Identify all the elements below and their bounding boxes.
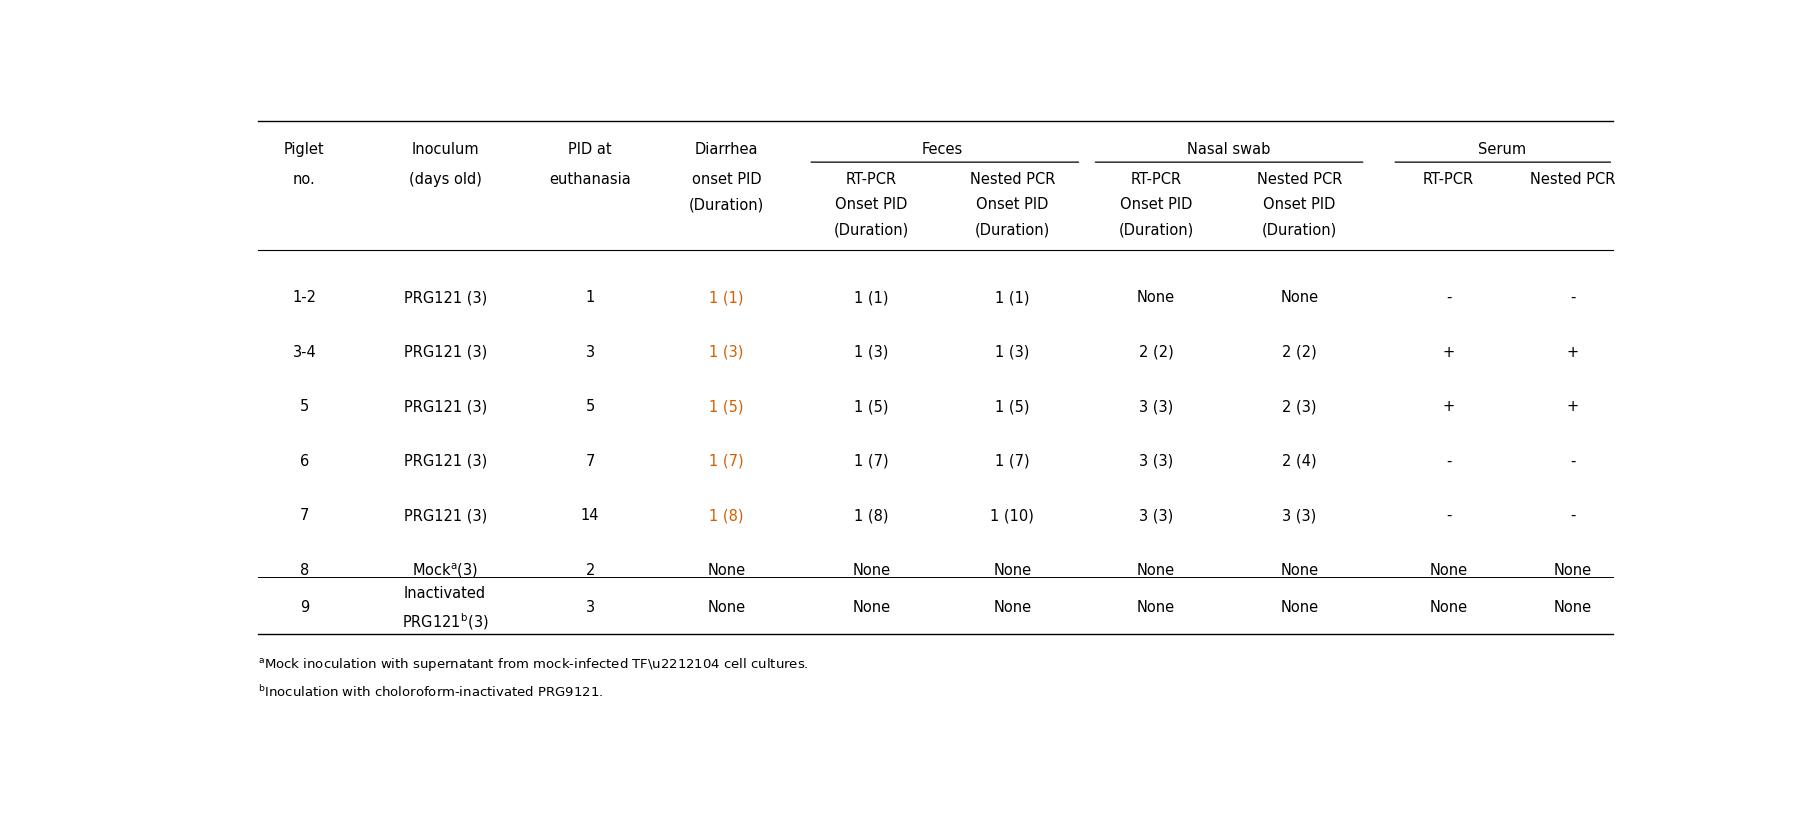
Text: PRG121$^{\mathrm{b}}$(3): PRG121$^{\mathrm{b}}$(3) (401, 611, 489, 632)
Text: -: - (1446, 291, 1451, 305)
Text: None: None (852, 564, 890, 579)
Text: 5: 5 (585, 399, 594, 414)
Text: None: None (1280, 291, 1318, 305)
Text: None: None (708, 564, 746, 579)
Text: Onset PID: Onset PID (1120, 197, 1191, 212)
Text: 1 (7): 1 (7) (710, 453, 745, 469)
Text: 2 (3): 2 (3) (1282, 399, 1317, 414)
Text: 1 (5): 1 (5) (995, 399, 1030, 414)
Text: 9: 9 (300, 600, 309, 615)
Text: 14: 14 (581, 509, 599, 523)
Text: None: None (1280, 564, 1318, 579)
Text: 1 (1): 1 (1) (710, 291, 745, 305)
Text: RT-PCR: RT-PCR (846, 172, 897, 187)
Text: 1-2: 1-2 (292, 291, 316, 305)
Text: 8: 8 (300, 564, 309, 579)
Text: PRG121 (3): PRG121 (3) (403, 509, 487, 523)
Text: RT-PCR: RT-PCR (1424, 172, 1475, 187)
Text: -: - (1569, 509, 1574, 523)
Text: 1 (3): 1 (3) (995, 345, 1030, 360)
Text: None: None (1429, 564, 1467, 579)
Text: (Duration): (Duration) (834, 222, 910, 238)
Text: (Duration): (Duration) (688, 197, 765, 212)
Text: PRG121 (3): PRG121 (3) (403, 399, 487, 414)
Text: PRG121 (3): PRG121 (3) (403, 345, 487, 360)
Text: Piglet: Piglet (283, 142, 325, 157)
Text: +: + (1442, 399, 1455, 414)
Text: None: None (708, 600, 746, 615)
Text: None: None (1137, 291, 1175, 305)
Text: None: None (993, 600, 1031, 615)
Text: -: - (1569, 291, 1574, 305)
Text: PRG121 (3): PRG121 (3) (403, 453, 487, 469)
Text: 3 (3): 3 (3) (1139, 399, 1173, 414)
Text: 2 (2): 2 (2) (1282, 345, 1317, 360)
Text: None: None (1137, 564, 1175, 579)
Text: 2 (4): 2 (4) (1282, 453, 1317, 469)
Text: -: - (1446, 453, 1451, 469)
Text: None: None (1280, 600, 1318, 615)
Text: 1 (10): 1 (10) (990, 509, 1035, 523)
Text: None: None (1553, 564, 1591, 579)
Text: (Duration): (Duration) (1119, 222, 1193, 238)
Text: Nested PCR: Nested PCR (1257, 172, 1342, 187)
Text: Mock$^{\mathrm{a}}$(3): Mock$^{\mathrm{a}}$(3) (412, 561, 478, 580)
Text: Inoculum: Inoculum (412, 142, 479, 157)
Text: 7: 7 (300, 509, 309, 523)
Text: 1 (1): 1 (1) (854, 291, 888, 305)
Text: 3-4: 3-4 (292, 345, 316, 360)
Text: PID at: PID at (568, 142, 612, 157)
Text: Onset PID: Onset PID (835, 197, 908, 212)
Text: euthanasia: euthanasia (548, 172, 630, 187)
Text: 1 (5): 1 (5) (854, 399, 888, 414)
Text: None: None (993, 564, 1031, 579)
Text: 5: 5 (300, 399, 309, 414)
Text: Nasal swab: Nasal swab (1188, 142, 1271, 157)
Text: RT-PCR: RT-PCR (1130, 172, 1182, 187)
Text: 7: 7 (585, 453, 596, 469)
Text: +: + (1567, 399, 1578, 414)
Text: Diarrhea: Diarrhea (696, 142, 759, 157)
Text: $^{\mathrm{b}}$Inoculation with choloroform-inactivated PRG9121.: $^{\mathrm{b}}$Inoculation with cholorof… (258, 685, 603, 700)
Text: 1 (3): 1 (3) (854, 345, 888, 360)
Text: +: + (1567, 345, 1578, 360)
Text: None: None (852, 600, 890, 615)
Text: PRG121 (3): PRG121 (3) (403, 291, 487, 305)
Text: 1 (8): 1 (8) (854, 509, 888, 523)
Text: +: + (1442, 345, 1455, 360)
Text: None: None (1137, 600, 1175, 615)
Text: $^{\mathrm{a}}$Mock inoculation with supernatant from mock-infected TF\u2212104 : $^{\mathrm{a}}$Mock inoculation with sup… (258, 656, 808, 672)
Text: 1 (7): 1 (7) (854, 453, 888, 469)
Text: 3 (3): 3 (3) (1139, 453, 1173, 469)
Text: 1 (7): 1 (7) (995, 453, 1030, 469)
Text: 6: 6 (300, 453, 309, 469)
Text: 1 (1): 1 (1) (995, 291, 1030, 305)
Text: 3 (3): 3 (3) (1282, 509, 1317, 523)
Text: no.: no. (292, 172, 316, 187)
Text: Onset PID: Onset PID (977, 197, 1048, 212)
Text: (Duration): (Duration) (975, 222, 1050, 238)
Text: Onset PID: Onset PID (1264, 197, 1335, 212)
Text: 1 (5): 1 (5) (710, 399, 745, 414)
Text: 3: 3 (585, 600, 594, 615)
Text: -: - (1446, 509, 1451, 523)
Text: -: - (1569, 453, 1574, 469)
Text: onset PID: onset PID (692, 172, 761, 187)
Text: 1: 1 (585, 291, 594, 305)
Text: Nested PCR: Nested PCR (970, 172, 1055, 187)
Text: 3 (3): 3 (3) (1139, 509, 1173, 523)
Text: (Duration): (Duration) (1262, 222, 1337, 238)
Text: 2 (2): 2 (2) (1139, 345, 1173, 360)
Text: Serum: Serum (1478, 142, 1525, 157)
Text: Nested PCR: Nested PCR (1529, 172, 1614, 187)
Text: 1 (3): 1 (3) (710, 345, 745, 360)
Text: Feces: Feces (921, 142, 962, 157)
Text: Inactivated: Inactivated (405, 586, 487, 601)
Text: 1 (8): 1 (8) (710, 509, 745, 523)
Text: 3: 3 (585, 345, 594, 360)
Text: None: None (1429, 600, 1467, 615)
Text: (days old): (days old) (409, 172, 481, 187)
Text: 2: 2 (585, 564, 596, 579)
Text: None: None (1553, 600, 1591, 615)
